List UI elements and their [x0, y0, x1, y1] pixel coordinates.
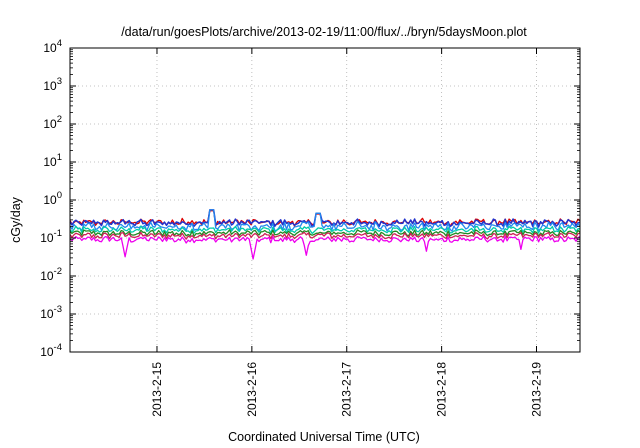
- y-tick-base: 10: [40, 345, 54, 359]
- grid-lines: [70, 48, 580, 352]
- y-tick-exponent: 4: [57, 38, 62, 49]
- y-tick-label: 10-2: [40, 266, 62, 283]
- x-tick-label: 2013-2-16: [245, 362, 259, 417]
- y-tick-base: 10: [40, 269, 54, 283]
- y-tick-label: 10-4: [40, 342, 62, 359]
- y-tick-base: 10: [40, 307, 54, 321]
- y-tick-exponent: 3: [57, 76, 62, 87]
- series-line-5: [69, 229, 581, 237]
- y-tick-label: 10-1: [40, 228, 62, 245]
- series-line-7: [69, 235, 581, 260]
- x-tick-label: 2013-2-17: [340, 362, 354, 417]
- y-tick-label: 100: [43, 190, 62, 207]
- x-axis-ticks: 2013-2-15 2013-2-16 2013-2-17 2013-2-18 2013…: [150, 48, 544, 417]
- y-tick-base: 10: [43, 41, 57, 55]
- y-tick-exponent: -4: [54, 342, 62, 353]
- data-series: [69, 209, 581, 260]
- y-tick-label: 102: [43, 114, 62, 131]
- y-tick-exponent: -3: [54, 304, 62, 315]
- x-tick-label: 2013-2-15: [150, 362, 164, 417]
- series-line-3: [69, 209, 581, 232]
- y-tick-exponent: 2: [57, 114, 62, 125]
- y-tick-exponent: 0: [57, 190, 62, 201]
- y-tick-base: 10: [43, 155, 57, 169]
- y-tick-label: 101: [43, 152, 62, 169]
- y-tick-base: 10: [43, 193, 57, 207]
- y-tick-exponent: -2: [54, 266, 62, 277]
- y-tick-exponent: -1: [54, 228, 62, 239]
- x-axis-label: Coordinated Universal Time (UTC): [228, 430, 420, 444]
- y-tick-base: 10: [43, 79, 57, 93]
- series-line-2: [69, 209, 581, 228]
- y-tick-base: 10: [43, 117, 57, 131]
- y-tick-label: 104: [43, 38, 62, 55]
- y-axis-label: cGy/day: [9, 196, 23, 243]
- y-tick-label: 103: [43, 76, 62, 93]
- series-line-4: [69, 225, 581, 235]
- x-tick-label: 2013-2-19: [530, 362, 544, 417]
- series-line-6: [69, 231, 581, 240]
- chart-title: /data/run/goesPlots/archive/2013-02-19/1…: [121, 25, 527, 39]
- y-tick-exponent: 1: [57, 152, 62, 163]
- x-tick-label: 2013-2-18: [435, 362, 449, 417]
- y-tick-label: 10-3: [40, 304, 62, 321]
- y-tick-base: 10: [40, 231, 54, 245]
